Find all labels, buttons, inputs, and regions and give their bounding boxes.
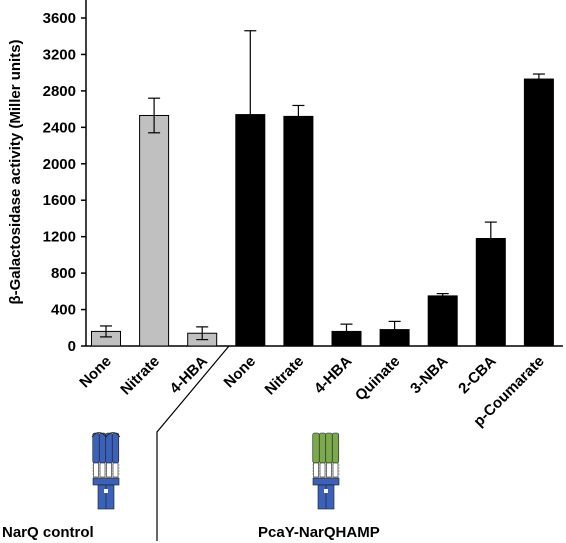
category-label: 4-HBA [311, 353, 356, 398]
category-label: Nitrate [262, 353, 308, 399]
transmembrane-segment [99, 462, 106, 478]
y-tick-label: 2800 [43, 83, 76, 100]
transmembrane-segment [326, 462, 332, 478]
bar [427, 295, 458, 347]
transmembrane-segment [332, 462, 339, 478]
transmembrane-segment [313, 462, 319, 478]
group-divider-line [156, 345, 230, 541]
y-tick-label: 1600 [43, 192, 76, 209]
category-label: Nitrate [117, 353, 163, 399]
bars [91, 78, 554, 347]
group-label-pcay-narqhamp: PcaY-NarQHAMP [258, 524, 380, 541]
receptor-helix [331, 432, 340, 464]
group-divider [156, 345, 230, 541]
category-label: Quinate [352, 353, 404, 405]
y-tick-labels: 0 400 800 1200 1600 2000 2400 2800 3200 3600 [43, 10, 76, 355]
transmembrane-segment [112, 462, 119, 478]
bar [523, 78, 554, 347]
receptor-helix [92, 432, 100, 464]
receptor-cap [91, 432, 121, 438]
receptor-helix [105, 432, 113, 464]
transmembrane-segment [319, 462, 326, 478]
bar [331, 330, 362, 347]
transmembrane-segment [106, 462, 112, 478]
receptor-helix [325, 432, 333, 464]
y-tick-label: 2400 [43, 119, 76, 136]
hamp-domain [312, 477, 340, 486]
bar [283, 115, 314, 347]
bar [235, 114, 266, 347]
bar [139, 114, 170, 347]
y-axis-label: β-Galactosidase activity (Miller units) [7, 39, 24, 304]
bar [379, 329, 410, 347]
y-tick-label: 3200 [43, 46, 76, 63]
category-label: None [221, 353, 260, 392]
hamp-domain [92, 477, 120, 486]
group-label-narq-control: NarQ control [2, 524, 94, 541]
receptor-icons [91, 432, 340, 510]
y-tick-label: 0 [68, 338, 76, 355]
narq-receptor-icon [91, 432, 121, 510]
y-tick-label: 800 [51, 265, 76, 282]
error-bars [100, 30, 545, 341]
pcay-narqhamp-receptor-icon [312, 432, 340, 510]
bar [475, 237, 506, 347]
receptor-helix [98, 432, 107, 464]
receptor-helix [318, 432, 327, 464]
y-tick-label: 400 [51, 302, 76, 319]
category-label: 3-NBA [407, 353, 452, 398]
y-tick-label: 1200 [43, 229, 76, 246]
transmembrane-segment [93, 462, 99, 478]
category-label: None [76, 353, 115, 392]
phospho-site [324, 489, 328, 493]
category-label: 2-CBA [455, 353, 500, 398]
phospho-site [104, 489, 108, 493]
receptor-helix [111, 432, 120, 464]
receptor-helix [312, 432, 320, 464]
y-tick-label: 2000 [43, 156, 76, 173]
y-tick-label: 3600 [43, 10, 76, 27]
